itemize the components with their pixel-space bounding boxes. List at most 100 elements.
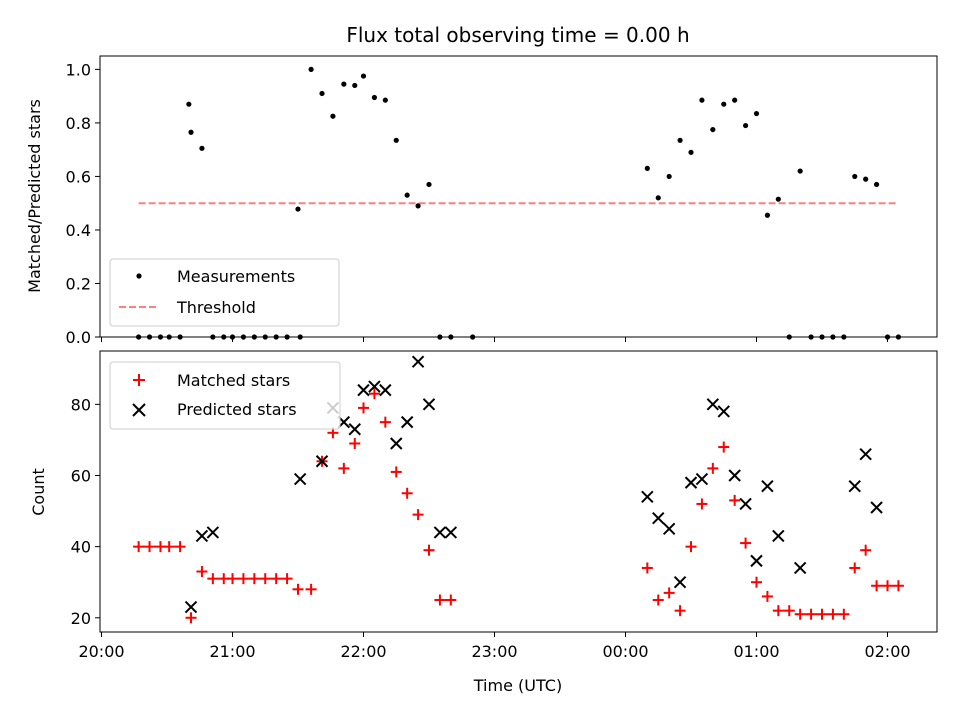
- matched-star-point: [729, 494, 741, 506]
- predicted-star-point: [411, 355, 425, 368]
- measurement-point: [341, 81, 347, 87]
- predicted-star-point: [206, 526, 220, 539]
- measurement-point: [775, 196, 781, 202]
- matched-star-point: [445, 594, 457, 606]
- bottom-y-tick-label: 80: [71, 395, 91, 414]
- matched-star-point: [227, 573, 238, 585]
- matched-star-point: [248, 573, 260, 585]
- matched-star-point: [401, 487, 413, 499]
- predicted-star-point: [422, 398, 436, 411]
- measurement-point: [240, 334, 247, 340]
- measurement-point: [808, 334, 814, 340]
- measurement-point: [841, 334, 847, 340]
- top-y-ticks: 0.0 0.2 0.4 0.6 0.8 1.0: [66, 60, 100, 347]
- legend-matched-label: Matched stars: [177, 371, 290, 390]
- measurement-point: [146, 334, 153, 340]
- matched-star-point: [133, 541, 145, 553]
- measurement-point: [699, 97, 705, 103]
- matched-star-point: [805, 608, 817, 620]
- predicted-star-point: [870, 501, 883, 514]
- top-y-axis-label: Matched/Predicted stars: [25, 99, 44, 293]
- predicted-star-point: [793, 561, 807, 575]
- x-tick-label: 23:00: [471, 642, 517, 661]
- measurement-point: [157, 334, 164, 340]
- measurement-point: [786, 334, 792, 340]
- predicted-star-point: [662, 522, 676, 536]
- matched-star-point: [783, 605, 795, 617]
- matched-star-point: [270, 573, 282, 585]
- matched-star-point: [185, 612, 197, 624]
- bottom-y-ticks: 20 40 60 80: [71, 395, 100, 628]
- matched-star-point: [827, 608, 839, 620]
- matched-star-point: [412, 509, 424, 521]
- predicted-star-point: [684, 476, 698, 489]
- matched-star-point: [871, 580, 883, 592]
- measurement-point: [319, 90, 325, 97]
- measurement-point: [437, 334, 443, 340]
- measurement-point: [273, 334, 279, 340]
- legend-predicted-label: Predicted stars: [177, 400, 297, 419]
- matched-star-point: [196, 566, 208, 578]
- measurement-point: [732, 97, 738, 103]
- legend-threshold-label: Threshold: [176, 298, 256, 317]
- matched-star-point: [390, 466, 402, 478]
- matched-star-point: [174, 541, 186, 553]
- predicted-star-point: [315, 455, 329, 468]
- bottom-y-tick-label: 60: [71, 466, 91, 485]
- measurement-point: [199, 145, 205, 151]
- bottom-plot-frame: [99, 350, 938, 633]
- matched-star-point: [338, 462, 350, 474]
- predicted-star-point: [761, 479, 774, 493]
- measurement-point: [295, 206, 301, 212]
- x-tick-label: 20:00: [78, 642, 124, 661]
- x-tick-label: 22:00: [340, 642, 386, 661]
- predicted-star-point: [368, 380, 381, 393]
- matched-star-point: [652, 594, 664, 606]
- counts-layer: [133, 355, 904, 624]
- measurement-point: [284, 334, 290, 340]
- predicted-star-point: [717, 405, 730, 418]
- measurement-point: [166, 334, 172, 340]
- predicted-star-point: [433, 526, 447, 539]
- predicted-star-point: [348, 423, 361, 436]
- measurement-point: [710, 126, 716, 133]
- matched-star-point: [860, 544, 872, 556]
- predicted-star-point: [706, 398, 720, 411]
- matched-star-point: [718, 441, 730, 453]
- matched-star-point: [368, 388, 380, 400]
- top-legend-box: [109, 258, 340, 327]
- predicted-star-point: [772, 529, 785, 543]
- matched-star-point: [163, 541, 175, 553]
- measurement-point: [186, 101, 192, 107]
- measurement-point: [797, 168, 803, 174]
- predicted-star-point: [673, 575, 687, 589]
- matched-star-point: [794, 608, 806, 620]
- predicted-star-point: [652, 511, 665, 525]
- bottom-axes: 20 40 60 80 20:00 21:00 22:00 23:00 00:00 01:00 0…: [29, 350, 938, 695]
- predicted-star-point: [750, 554, 763, 568]
- predicted-star-point: [293, 472, 307, 486]
- bottom-y-axis-label: Count: [29, 468, 48, 516]
- measurement-point: [360, 73, 367, 79]
- x-tick-label: 02:00: [864, 642, 910, 661]
- measurement-point: [895, 334, 902, 340]
- predicted-star-point: [739, 497, 752, 511]
- predicted-star-point: [390, 437, 403, 450]
- legend-matched-marker: [133, 374, 145, 386]
- measurement-point: [764, 212, 771, 218]
- measurement-point: [830, 334, 836, 340]
- top-y-tick-label: 0.4: [66, 221, 91, 240]
- measurement-point: [415, 203, 421, 209]
- top-legend: Measurements Threshold: [109, 258, 340, 327]
- top-y-tick-label: 0.6: [66, 167, 91, 186]
- matched-star-point: [707, 462, 719, 474]
- matched-star-point: [761, 590, 773, 602]
- measurement-point: [210, 334, 216, 340]
- legend-predicted-marker: [132, 403, 146, 417]
- measurement-point: [352, 82, 358, 89]
- predicted-star-point: [848, 479, 861, 493]
- measurement-point: [863, 176, 869, 182]
- matched-star-point: [663, 587, 675, 599]
- predicted-star-point: [184, 600, 198, 614]
